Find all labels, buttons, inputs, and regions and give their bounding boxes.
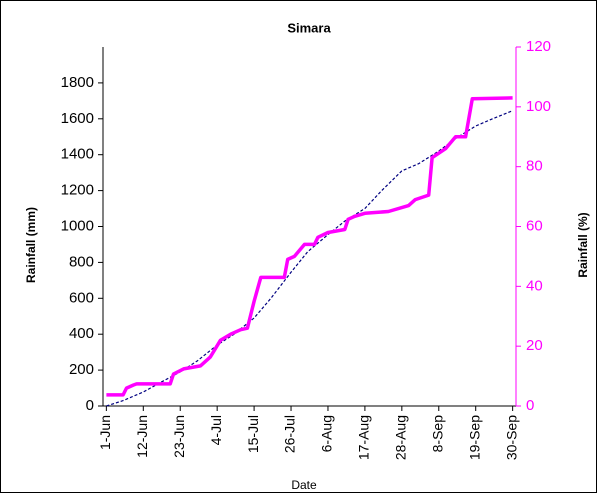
x-tick-label: 12-Jun bbox=[134, 415, 150, 458]
x-tick-label: 17-Aug bbox=[356, 415, 372, 460]
chart-title: Simara bbox=[287, 20, 331, 35]
x-tick-label: 28-Aug bbox=[393, 415, 409, 460]
x-tick-label: 23-Jun bbox=[171, 415, 187, 458]
x-tick-label: 4-Jul bbox=[208, 415, 224, 445]
y-tick-label: 1000 bbox=[61, 217, 94, 234]
y-tick-label: 1800 bbox=[61, 74, 94, 91]
y-tick-label: 600 bbox=[69, 289, 94, 306]
x-tick-label: 19-Sep bbox=[466, 415, 482, 460]
y-tick-label: 1600 bbox=[61, 110, 94, 127]
y2-tick-label: 80 bbox=[526, 158, 543, 175]
y2-tick-label: 120 bbox=[526, 38, 551, 55]
y-tick-label: 1400 bbox=[61, 146, 94, 163]
y2-tick-label: 20 bbox=[526, 337, 543, 354]
y-tick-label: 1200 bbox=[61, 182, 94, 199]
x-tick-label: 26-Jul bbox=[282, 415, 298, 453]
series-line bbox=[106, 96, 513, 397]
x-tick-label: 1-Jun bbox=[97, 415, 113, 450]
y2-tick-label: 100 bbox=[526, 98, 551, 115]
x-tick-label: 30-Sep bbox=[503, 415, 519, 460]
y-tick-label: 400 bbox=[69, 325, 94, 342]
y2-tick-label: 60 bbox=[526, 217, 543, 234]
x-tick-label: 8-Sep bbox=[429, 415, 445, 453]
y-tick-label: 800 bbox=[69, 253, 94, 270]
x-axis-label: Date bbox=[291, 478, 317, 492]
y-axis-label: Rainfall (mm) bbox=[24, 207, 38, 283]
y2-tick-label: 40 bbox=[526, 277, 543, 294]
y-tick-label: 200 bbox=[69, 361, 94, 378]
y2-tick-label: 0 bbox=[526, 397, 534, 414]
series-line bbox=[106, 110, 513, 407]
y2-axis-label: Rainfall (%) bbox=[576, 212, 590, 277]
y-tick-label: 0 bbox=[86, 397, 94, 414]
x-tick-label: 15-Jul bbox=[245, 415, 261, 453]
x-tick-label: 6-Aug bbox=[319, 415, 335, 452]
